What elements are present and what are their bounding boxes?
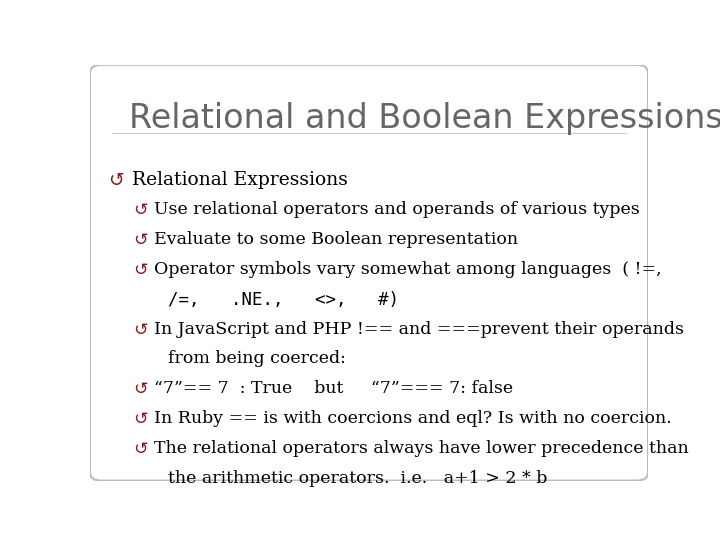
Text: ↺: ↺ <box>133 201 148 219</box>
Text: ↺: ↺ <box>133 231 148 249</box>
Text: Operator symbols vary somewhat among languages  ( !=,: Operator symbols vary somewhat among lan… <box>154 261 662 278</box>
Text: ↺: ↺ <box>133 321 148 339</box>
Text: In Ruby == is with coercions and eql? Is with no coercion.: In Ruby == is with coercions and eql? Is… <box>154 410 672 427</box>
Text: from being coerced:: from being coerced: <box>168 350 346 367</box>
Text: the arithmetic operators.  i.e.   a+1 > 2 * b: the arithmetic operators. i.e. a+1 > 2 *… <box>168 470 547 487</box>
FancyBboxPatch shape <box>90 65 648 481</box>
Text: Relational Expressions: Relational Expressions <box>132 171 348 189</box>
Text: ↺: ↺ <box>133 410 148 428</box>
Text: Relational and Boolean Expressions: Relational and Boolean Expressions <box>129 102 720 135</box>
Text: /=,   .NE.,   <>,   #): /=, .NE., <>, #) <box>168 291 399 308</box>
Text: In JavaScript and PHP !== and ===prevent their operands: In JavaScript and PHP !== and ===prevent… <box>154 321 684 338</box>
Text: ↺: ↺ <box>133 261 148 279</box>
Text: ↺: ↺ <box>133 440 148 458</box>
Text: ↺: ↺ <box>109 171 124 190</box>
Text: Evaluate to some Boolean representation: Evaluate to some Boolean representation <box>154 231 518 248</box>
Text: Use relational operators and operands of various types: Use relational operators and operands of… <box>154 201 640 218</box>
Text: ↺: ↺ <box>133 380 148 399</box>
Text: The relational operators always have lower precedence than: The relational operators always have low… <box>154 440 689 457</box>
Text: “7”== 7  : True    but     “7”=== 7: false: “7”== 7 : True but “7”=== 7: false <box>154 380 513 397</box>
